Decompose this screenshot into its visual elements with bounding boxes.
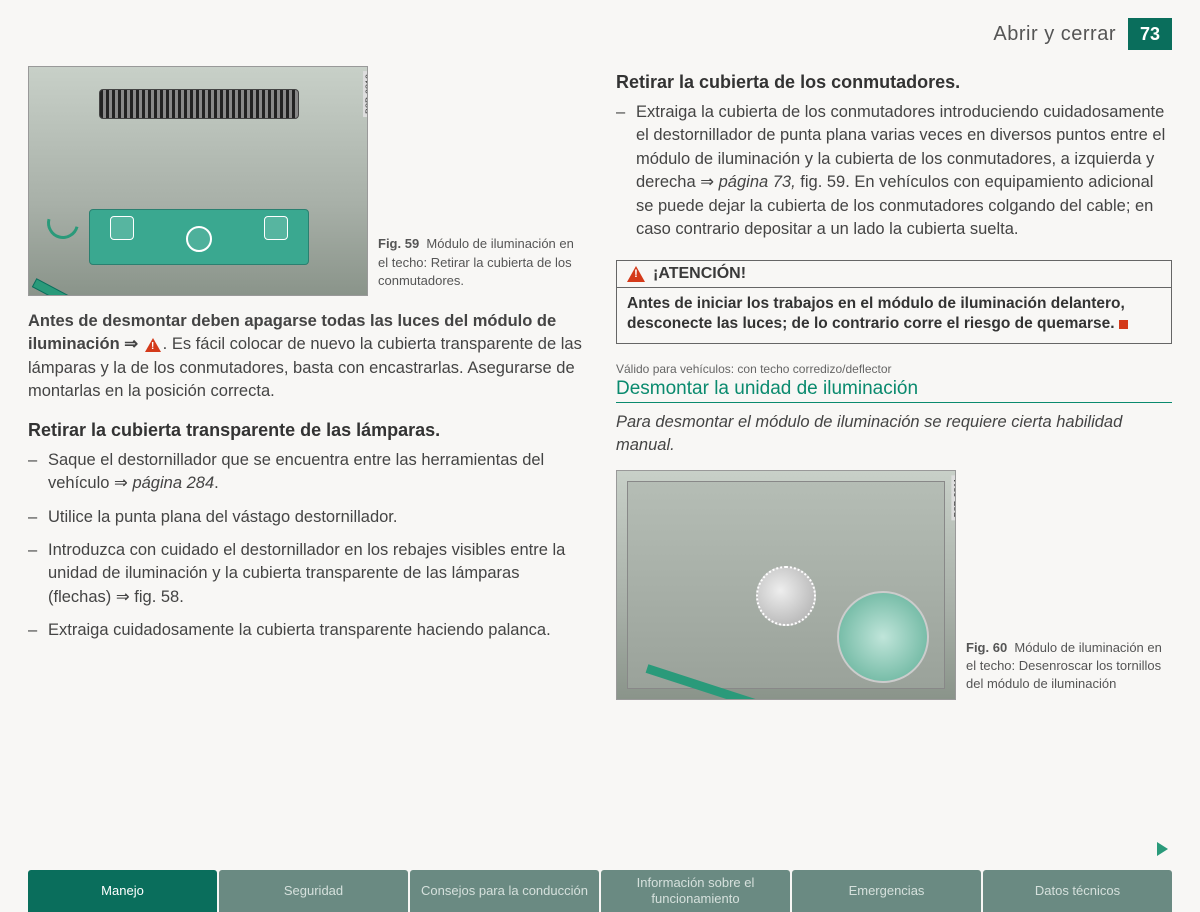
warning-header: ¡ATENCIÓN! (617, 261, 1171, 288)
switch-step-1: Extraiga la cubierta de los conmutadores… (616, 101, 1172, 242)
figure-59-image: B8P-0810 (28, 66, 368, 296)
nav-tab-label: Información sobre el funcionamiento (611, 875, 780, 906)
figure-59-label: Fig. 59 (378, 236, 419, 251)
warning-body-text: Antes de iniciar los trabajos en el módu… (627, 295, 1125, 333)
warning-box: ¡ATENCIÓN! Antes de iniciar los trabajos… (616, 260, 1172, 345)
warning-triangle-icon (627, 266, 645, 282)
panel-knob-illustration (186, 226, 212, 252)
warning-title: ¡ATENCIÓN! (653, 265, 746, 283)
validity-note: Válido para vehículos: con techo corredi… (616, 362, 1172, 376)
lamp-step-1-ref: página 284 (132, 474, 214, 492)
lamp-step-2: Utilice la punta plana del vástago desto… (28, 506, 584, 529)
nav-tab-label: Consejos para la conducción (421, 883, 588, 899)
continue-arrow-icon (1157, 842, 1168, 856)
heading-switch-cover: Retirar la cubierta de los conmutadores. (616, 72, 1172, 93)
left-column: B8P-0810 Fig. 59 Módulo de iluminación e… (28, 66, 584, 862)
nav-tab-manejo[interactable]: Manejo (28, 870, 217, 912)
screwdriver-illustration (33, 279, 134, 296)
nav-tab-datos[interactable]: Datos técnicos (983, 870, 1172, 912)
figure-60-label: Fig. 60 (966, 640, 1007, 655)
nav-tab-label: Emergencias (849, 883, 925, 899)
nav-tab-informacion[interactable]: Información sobre el funcionamiento (601, 870, 790, 912)
warning-triangle-icon (145, 338, 161, 352)
lamp-steps-list: Saque el destornillador que se encuentra… (28, 449, 584, 653)
vent-grille-illustration (99, 89, 299, 119)
figure-60-knob-illustration (756, 566, 816, 626)
nav-tab-seguridad[interactable]: Seguridad (219, 870, 408, 912)
switch-step-1-ref: página 73, (719, 173, 796, 191)
page-number-value: 73 (1140, 24, 1160, 45)
nav-tab-label: Manejo (101, 883, 144, 899)
figure-60-code: B8P-0811 (951, 475, 956, 520)
switch-panel-illustration (89, 209, 309, 265)
intro-paragraph: Antes de desmontar deben apagarse todas … (28, 310, 584, 404)
page-number: 73 (1128, 18, 1172, 50)
figure-59-caption: Fig. 59 Módulo de iluminación en el tech… (378, 66, 584, 296)
dismount-intro: Para desmontar el módulo de iluminación … (616, 411, 1172, 457)
nav-tab-label: Seguridad (284, 883, 343, 899)
lamp-step-1-pre: Saque el destornillador que se encuentra… (48, 451, 544, 492)
bottom-nav: Manejo Seguridad Consejos para la conduc… (0, 870, 1200, 912)
figure-60-zoom-circle (837, 591, 929, 683)
content-columns: B8P-0810 Fig. 59 Módulo de iluminación e… (28, 66, 1172, 862)
nav-tab-consejos[interactable]: Consejos para la conducción (410, 870, 599, 912)
figure-59-block: B8P-0810 Fig. 59 Módulo de iluminación e… (28, 66, 584, 296)
lamp-step-3: Introduzca con cuidado el destornillador… (28, 539, 584, 609)
nav-tab-label: Datos técnicos (1035, 883, 1120, 899)
section-title: Abrir y cerrar (993, 23, 1116, 46)
figure-60-block: B8P-0811 Fig. 60 Módulo de iluminación e… (616, 470, 1172, 700)
heading-lamp-cover: Retirar la cubierta transparente de las … (28, 420, 584, 441)
manual-page: Abrir y cerrar 73 B8P-0810 Fig (0, 0, 1200, 912)
right-column: Retirar la cubierta de los conmutadores.… (616, 66, 1172, 862)
warning-end-marker-icon (1119, 320, 1128, 329)
pry-arrow-icon (41, 201, 85, 245)
figure-59-code: B8P-0810 (363, 71, 368, 117)
nav-tab-emergencias[interactable]: Emergencias (792, 870, 981, 912)
lamp-step-1: Saque el destornillador que se encuentra… (28, 449, 584, 496)
lamp-step-1-post: . (214, 474, 219, 492)
lamp-step-2-text: Utilice la punta plana del vástago desto… (48, 508, 397, 526)
switch-steps-list: Extraiga la cubierta de los conmutadores… (616, 101, 1172, 252)
warning-body: Antes de iniciar los trabajos en el módu… (617, 288, 1171, 344)
lamp-step-4-text: Extraiga cuidadosamente la cubierta tran… (48, 621, 551, 639)
lamp-step-3-text: Introduzca con cuidado el destornillador… (48, 541, 565, 606)
figure-60-caption: Fig. 60 Módulo de iluminación en el tech… (966, 470, 1172, 700)
figure-60-image: B8P-0811 (616, 470, 956, 700)
heading-dismount-unit: Desmontar la unidad de iluminación (616, 378, 1172, 403)
page-header: Abrir y cerrar 73 (28, 18, 1172, 50)
lamp-step-4: Extraiga cuidadosamente la cubierta tran… (28, 619, 584, 642)
